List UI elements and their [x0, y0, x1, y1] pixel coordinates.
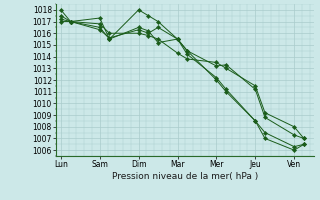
- X-axis label: Pression niveau de la mer( hPa ): Pression niveau de la mer( hPa ): [112, 172, 258, 181]
